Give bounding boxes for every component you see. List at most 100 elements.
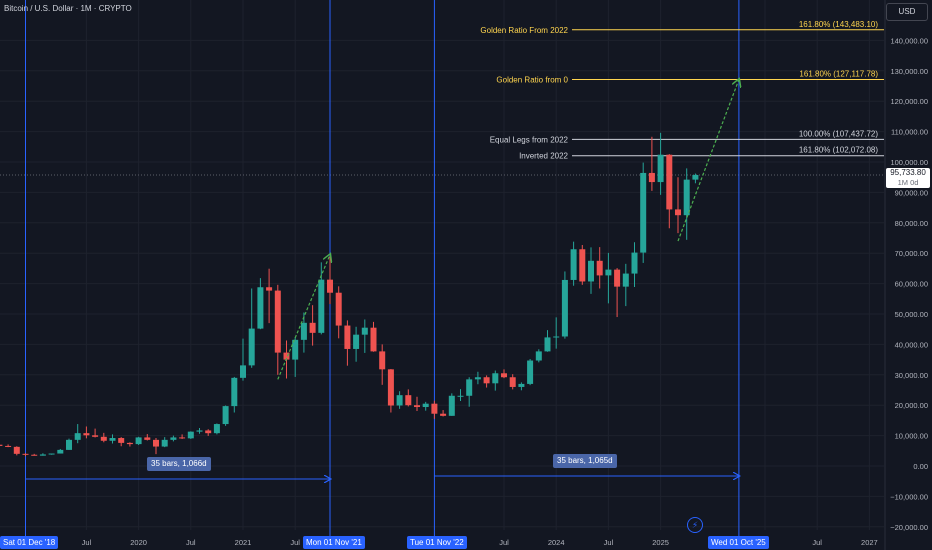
y-tick-label: 100,000.00 (890, 158, 928, 167)
candle-body (648, 172, 655, 183)
candle-body (414, 405, 420, 408)
candle-body (318, 279, 325, 333)
candle-body (692, 174, 699, 180)
candle-body (622, 273, 629, 287)
x-tick-label: 2021 (235, 538, 252, 547)
y-tick-label: −10,000.00 (890, 492, 928, 501)
candle-body (501, 373, 507, 378)
projection-arrow (677, 80, 739, 242)
y-tick-label: −20,000.00 (890, 523, 928, 532)
price-axis[interactable]: −20,000.00 −10,000.00 0.00 10,000.00 20,000.… (890, 36, 928, 531)
candle-body (83, 433, 90, 436)
level-name: Equal Legs from 2022 (490, 135, 569, 144)
level-ratio: 100.00% (107,437.72) (799, 129, 879, 138)
candles (0, 132, 699, 457)
candle-body (509, 377, 516, 387)
y-tick-label: 110,000.00 (891, 128, 928, 137)
x-tick-label: Jul (82, 538, 92, 547)
y-tick-label: 50,000.00 (895, 310, 928, 319)
y-tick-label: 60,000.00 (895, 280, 928, 289)
candle-body (379, 351, 386, 370)
candle-body (631, 252, 638, 274)
level-ratio: 161.80% (102,072.08) (799, 146, 879, 155)
candle-body (153, 439, 159, 447)
candle-body (196, 430, 203, 432)
y-tick-label: 20,000.00 (895, 401, 928, 410)
candle-body (231, 377, 238, 407)
y-tick-label: 0.00 (913, 462, 928, 471)
candle-body (614, 269, 621, 287)
x-tick-label: 2020 (130, 538, 147, 547)
projection-arrows (277, 80, 739, 380)
candle-body (300, 322, 307, 340)
candle-body (405, 395, 412, 406)
current-price-timeframe: 1M 0d (897, 178, 919, 187)
grid-lines (0, 0, 886, 550)
candle-body (370, 327, 377, 352)
candle-body (248, 328, 255, 366)
candle-body (474, 377, 481, 380)
candle-body (683, 179, 690, 216)
y-tick-label: 70,000.00 (895, 249, 928, 258)
candle-body (422, 403, 429, 408)
chart-title: Bitcoin / U.S. Dollar · 1M · CRYPTO (4, 4, 132, 13)
currency-button[interactable]: USD (886, 3, 928, 21)
y-tick-label: 140,000.00 (890, 36, 928, 45)
y-tick-label: 120,000.00 (890, 97, 928, 106)
candle-body (640, 172, 647, 253)
candle-body (657, 154, 664, 183)
candle-body (48, 453, 55, 455)
candle-body (553, 336, 560, 338)
candle-body (361, 327, 368, 335)
candle-body (535, 351, 542, 361)
candle-body (257, 287, 264, 329)
x-tick-label: 2024 (548, 538, 565, 547)
candle-body (309, 322, 316, 333)
candle-body (675, 209, 681, 216)
candle-body (135, 437, 142, 445)
level-ratio: 161.80% (143,483.10) (799, 20, 879, 29)
candle-body (205, 430, 212, 434)
candle-body (0, 444, 3, 446)
level-name: Inverted 2022 (519, 152, 568, 161)
candle-body (13, 446, 20, 454)
candle-body (266, 287, 273, 291)
candle-body (100, 436, 107, 441)
bar-measures (25, 476, 739, 479)
candle-body (187, 431, 194, 439)
candle-body (109, 438, 116, 441)
candle-body (353, 334, 360, 349)
candle-body (492, 373, 499, 384)
current-price-value: 95,733.80 (890, 168, 926, 177)
candle-body (31, 454, 38, 456)
candle-body (431, 403, 438, 414)
x-tick-label: Jul (812, 538, 822, 547)
y-tick-label: 90,000.00 (895, 188, 928, 197)
candle-body (483, 377, 490, 384)
level-name: Golden Ratio from 0 (496, 76, 568, 85)
candle-body (22, 453, 29, 455)
candle-body (126, 442, 133, 445)
date-marker-1: Sat 01 Dec '18 (0, 536, 59, 549)
candle-body (161, 439, 168, 447)
candle-body (666, 154, 673, 210)
candle-body (283, 352, 290, 360)
level-name: Golden Ratio From 2022 (480, 26, 568, 35)
candle-body (213, 424, 220, 434)
x-tick-label: 2027 (861, 538, 878, 547)
candle-body (518, 383, 525, 387)
candle-body (274, 290, 281, 353)
candle-body (240, 365, 246, 378)
candle-body (327, 279, 333, 293)
y-tick-label: 10,000.00 (895, 432, 928, 441)
candle-body (596, 260, 603, 276)
candle-body (92, 435, 99, 437)
x-tick-label: Jul (499, 538, 509, 547)
fib-levels: Golden Ratio From 2022 161.80% (143,483.1… (480, 20, 884, 161)
candle-body (466, 379, 473, 396)
date-marker-3: Tue 01 Nov '22 (407, 536, 467, 549)
candle-body (222, 406, 229, 425)
replay-icon[interactable]: ⚡ (687, 517, 703, 533)
candle-body (544, 337, 551, 352)
